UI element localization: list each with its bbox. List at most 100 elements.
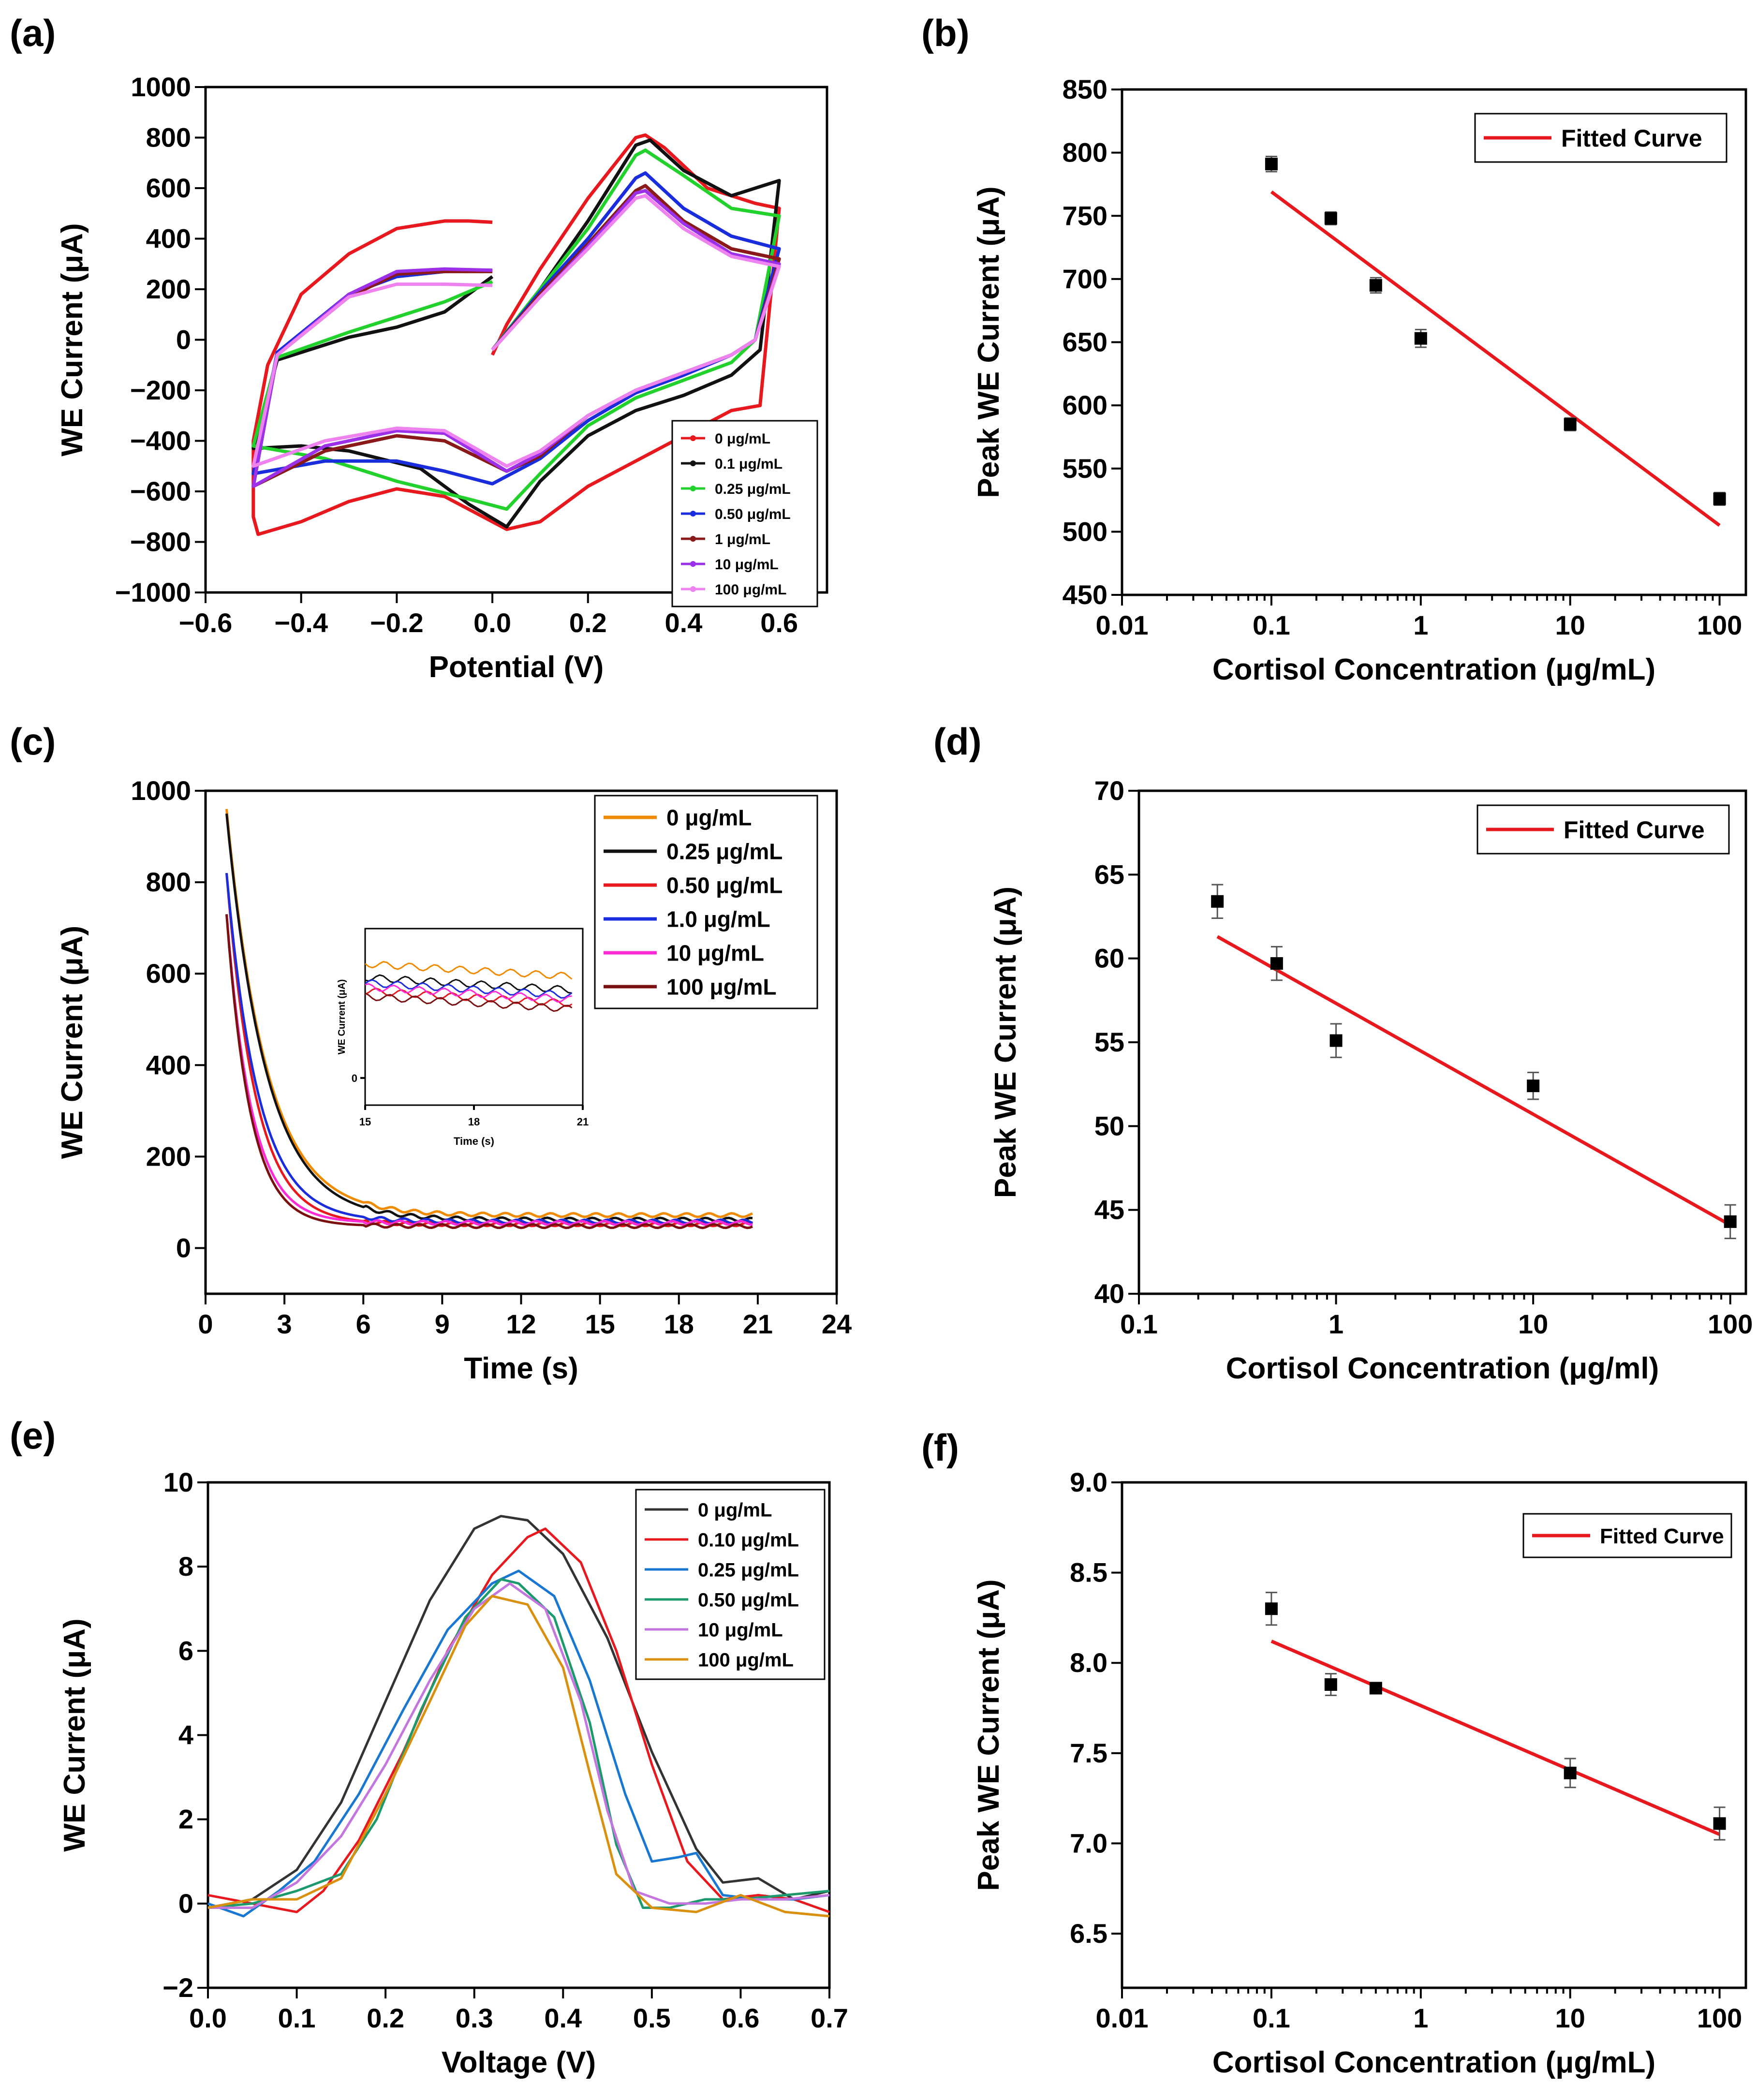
panel-c: (c) 0 3 6 9 12 15 18 21 24 0 200 400 600 800 1000 Time (… [10, 720, 852, 1385]
x-tick-label: 1 [1413, 610, 1428, 640]
dpv-series-line [208, 1582, 830, 1909]
legend-box [635, 1489, 826, 1680]
y-tick-label: 600 [1063, 390, 1107, 420]
legend-marker [690, 536, 696, 542]
y-tick-label: 55 [1094, 1027, 1124, 1057]
data-point [1713, 492, 1726, 505]
data-point [1324, 1678, 1337, 1691]
inset-series-line [365, 992, 573, 1012]
legend-marker [690, 460, 696, 466]
y-tick-label: 65 [1094, 859, 1124, 889]
y-axis-title: WE Current (μA) [56, 223, 89, 456]
x-tick-label: 0.7 [811, 2003, 848, 2033]
inset-series-line [365, 979, 573, 999]
y-tick-label: 8.0 [1070, 1647, 1107, 1678]
y-tick-label: 1000 [131, 775, 191, 806]
legend-entry-label: 10 μg/mL [715, 557, 779, 573]
y-tick-label: 8.5 [1070, 1557, 1107, 1588]
y-tick-label: −2 [162, 1972, 193, 2003]
x-tick-label: 3 [277, 1309, 292, 1339]
data-point [1329, 1034, 1343, 1047]
panel-a: (a) −0.6 −0.4 −0.2 0.0 0.2 0.4 0.6 −1000 −800 −600… [10, 12, 828, 684]
x-axis-title: Time (s) [464, 1352, 578, 1385]
y-tick-label: 0 [176, 325, 191, 355]
x-axis-title: Potential (V) [429, 651, 604, 684]
dpv-series-line [207, 1515, 830, 1909]
y-tick-label: 9.0 [1070, 1467, 1107, 1497]
y-tick-label: 10 [163, 1467, 193, 1497]
inset-series-line [365, 961, 573, 980]
y-tick-label: 450 [1063, 579, 1107, 610]
y-tick-label: −200 [130, 375, 191, 405]
y-tick-label: 550 [1063, 453, 1107, 484]
x-tick-label: −0.6 [179, 607, 233, 638]
inset-x-tick-label: 18 [468, 1116, 480, 1128]
legend-entry-label: 1.0 μg/mL [666, 907, 770, 932]
y-tick-label: 0 [176, 1232, 191, 1263]
legend-entry-label: 100 μg/mL [715, 582, 786, 598]
x-axis-title: Voltage (V) [442, 2046, 596, 2079]
legend-entry-label: 0 μg/mL [698, 1499, 772, 1521]
x-tick-label: 15 [585, 1309, 615, 1339]
x-tick-label: 0.1 [1253, 610, 1290, 640]
panel-label: (c) [10, 720, 56, 763]
x-tick-label: 10 [1518, 1309, 1548, 1339]
x-tick-label: 0 [198, 1309, 213, 1339]
y-tick-label: 200 [146, 1141, 191, 1171]
inset-x-tick-label: 21 [577, 1116, 589, 1128]
x-tick-label: 18 [664, 1309, 694, 1339]
inset-y-axis-title: WE Current (μA) [337, 979, 347, 1055]
cv-series-line [251, 148, 781, 511]
x-tick-label: 0.2 [367, 2003, 404, 2033]
inset-x-tick-label: 15 [359, 1116, 371, 1128]
y-tick-label: 60 [1094, 943, 1124, 974]
y-tick-label: 7.5 [1070, 1738, 1107, 1768]
y-tick-label: 850 [1063, 74, 1107, 104]
inset-series-line [365, 987, 573, 1007]
y-tick-label: 800 [146, 122, 191, 153]
x-tick-label: 0.3 [456, 2003, 493, 2033]
y-tick-label: 6.5 [1070, 1918, 1107, 1949]
y-tick-label: 50 [1094, 1110, 1124, 1141]
y-tick-label: 200 [146, 274, 191, 304]
x-tick-label: 0.6 [722, 2003, 759, 2033]
panel-label: (d) [933, 720, 982, 763]
plot-frame [1121, 88, 1747, 596]
y-tick-label: −1000 [115, 577, 191, 607]
y-tick-label: 800 [1063, 137, 1107, 168]
ca-series-line [225, 809, 753, 1218]
data-point [1724, 1215, 1737, 1228]
legend-entry-label: 0 μg/mL [715, 431, 770, 447]
panel-label: (e) [10, 1414, 56, 1457]
legend-entry-label: 0.10 μg/mL [698, 1529, 799, 1551]
fitted-curve-line [1270, 190, 1721, 527]
x-tick-label: 0.01 [1096, 610, 1149, 640]
cv-series-line [251, 194, 781, 468]
y-axis-title: WE Current (μA) [56, 926, 89, 1159]
x-tick-label: 100 [1697, 610, 1742, 640]
y-tick-label: 6 [178, 1635, 193, 1666]
legend-marker [690, 561, 696, 567]
plot-frame [1121, 1481, 1747, 1989]
legend-entry-label: 10 μg/mL [698, 1619, 783, 1641]
y-tick-label: 2 [178, 1804, 193, 1834]
legend-entry-label: 100 μg/mL [666, 975, 777, 1000]
ca-series-line [225, 914, 753, 1229]
data-point [1265, 158, 1278, 171]
x-tick-label: 0.5 [633, 2003, 671, 2033]
y-tick-label: 0 [178, 1888, 193, 1919]
x-tick-label: 0.01 [1096, 2003, 1149, 2033]
legend-entry-label: 0.50 μg/mL [698, 1589, 799, 1611]
y-tick-label: 40 [1094, 1278, 1124, 1309]
x-axis-title: Cortisol Concentration (μg/mL) [1212, 653, 1655, 686]
y-tick-label: 600 [146, 958, 191, 989]
legend-marker [690, 586, 696, 592]
panel-d: (d) 0.1 1 10 100 40 45 50 55 60 65 70 Cortisol Conce… [933, 720, 1753, 1385]
legend-entry-label: 0.50 μg/mL [666, 873, 783, 898]
x-tick-label: 0.4 [544, 2003, 582, 2033]
data-point [1270, 957, 1283, 970]
x-tick-label: 9 [435, 1309, 450, 1339]
data-point [1527, 1080, 1540, 1093]
x-tick-label: 10 [1555, 2003, 1585, 2033]
